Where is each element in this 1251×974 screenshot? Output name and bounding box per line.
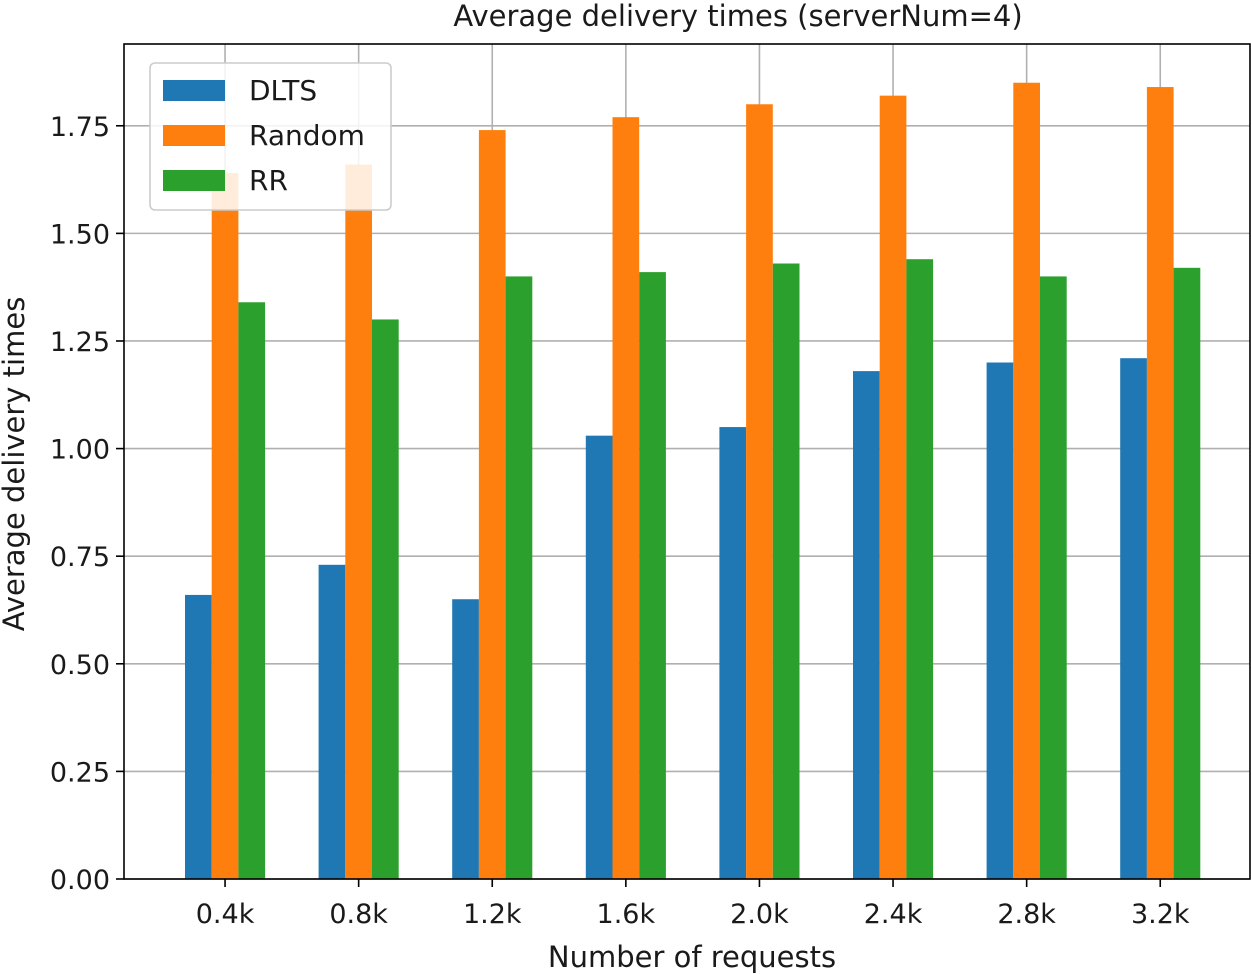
bars-layer [185,82,1201,880]
axes-layer [123,43,1251,880]
bar-dlts-1.6k [585,435,613,879]
legend-label-random: Random [249,119,365,152]
y-tick-label: 1.75 [50,112,110,143]
bar-dlts-2.4k [853,371,880,879]
ticks-layer: 0.00 0.25 0.50 0.75 1.00 1.25 1.50 1.75 0.4k 0.8k… [50,112,1190,930]
x-tick-label: 2.0k [730,899,789,930]
bar-rr-3.2k [1173,267,1201,879]
bar-random-0.4k [211,173,239,879]
x-tick-label: 2.8k [997,899,1056,930]
y-tick-label: 0.75 [50,542,110,573]
bar-dlts-3.2k [1120,358,1147,879]
bar-random-0.8k [345,164,372,880]
bar-random-2.4k [879,95,907,880]
bar-rr-1.6k [639,272,666,880]
bar-dlts-2.0k [719,427,747,879]
legend-swatch-dlts [163,80,225,101]
legend-swatch-random [163,125,225,146]
x-tick-label: 0.8k [329,899,388,930]
bar-random-1.2k [478,130,506,880]
bar-rr-0.8k [372,319,399,879]
bar-random-3.2k [1146,87,1174,879]
bar-dlts-0.4k [185,594,212,879]
x-tick-label: 1.2k [463,899,522,930]
legend-label-dlts: DLTS [249,74,317,107]
legend-label-rr: RR [249,164,288,197]
legend: DLTS Random RR [149,62,392,211]
bar-random-2.0k [746,104,773,879]
bar-rr-2.4k [906,259,934,879]
legend-swatch-rr [163,170,225,191]
bar-rr-2.0k [772,263,800,879]
bar-dlts-0.8k [318,564,346,879]
x-tick-label: 0.4k [196,899,255,930]
y-tick-label: 0.00 [50,865,110,896]
bar-random-1.6k [612,117,640,879]
y-tick-label: 0.50 [50,650,110,681]
bar-rr-2.8k [1040,276,1067,879]
chart-title: Average delivery times (serverNum=4) [453,0,1022,33]
y-axis-title: Average delivery times [0,297,31,632]
y-tick-label: 1.50 [50,219,110,250]
bar-random-2.8k [1013,82,1040,879]
bar-rr-0.4k [238,302,266,879]
y-tick-label: 1.00 [50,435,110,466]
y-tick-label: 0.25 [50,757,110,788]
bar-dlts-2.8k [986,362,1014,880]
x-tick-label: 2.4k [864,899,923,930]
x-tick-label: 1.6k [597,899,656,930]
bar-dlts-1.2k [452,599,479,879]
y-tick-label: 1.25 [50,327,110,358]
plot-frame [123,43,1251,880]
x-axis-title: Number of requests [548,940,836,974]
bar-rr-1.2k [505,276,533,879]
x-tick-label: 3.2k [1131,899,1190,930]
